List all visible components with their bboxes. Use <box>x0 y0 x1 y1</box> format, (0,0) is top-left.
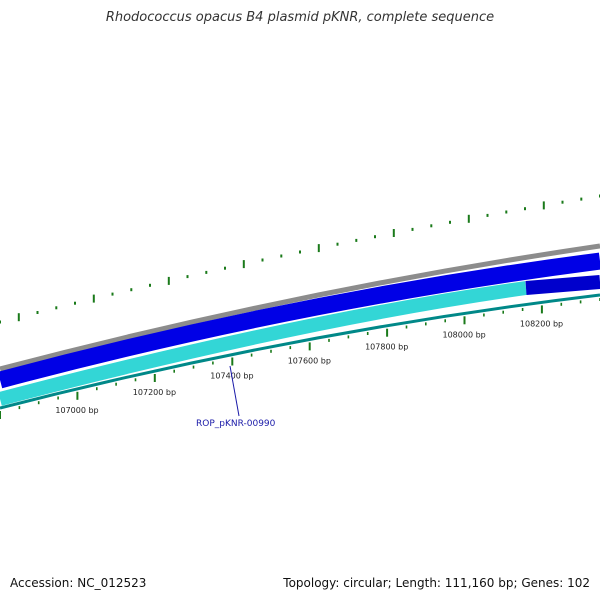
reverse-gene-next[interactable] <box>525 275 600 295</box>
gene-label-callout <box>229 365 240 417</box>
scale-label: 107000 bp <box>55 406 98 415</box>
reverse-strand-edge <box>0 293 600 410</box>
scale-label: 108200 bp <box>520 319 563 328</box>
scale-ticks <box>0 298 600 419</box>
topology-summary: Topology: circular; Length: 111,160 bp; … <box>283 576 590 590</box>
scale-label: 107200 bp <box>133 388 176 397</box>
gc-skew-track <box>0 194 600 324</box>
scale-label: 107600 bp <box>288 356 331 365</box>
scale-label: 107800 bp <box>365 343 408 352</box>
reverse-gene-ROP_pKNR-00990[interactable] <box>0 281 527 406</box>
gene-label-ROP_pKNR-00990[interactable]: ROP_pKNR-00990 <box>196 419 276 429</box>
page-title: Rhodococcus opacus B4 plasmid pKNR, comp… <box>105 10 495 25</box>
forward-gene-track <box>0 252 600 389</box>
reverse-gene-track <box>0 275 600 406</box>
scale-label: 108000 bp <box>443 330 486 339</box>
backbone-ring <box>0 243 600 372</box>
accession-label: Accession: NC_012523 <box>10 576 147 590</box>
